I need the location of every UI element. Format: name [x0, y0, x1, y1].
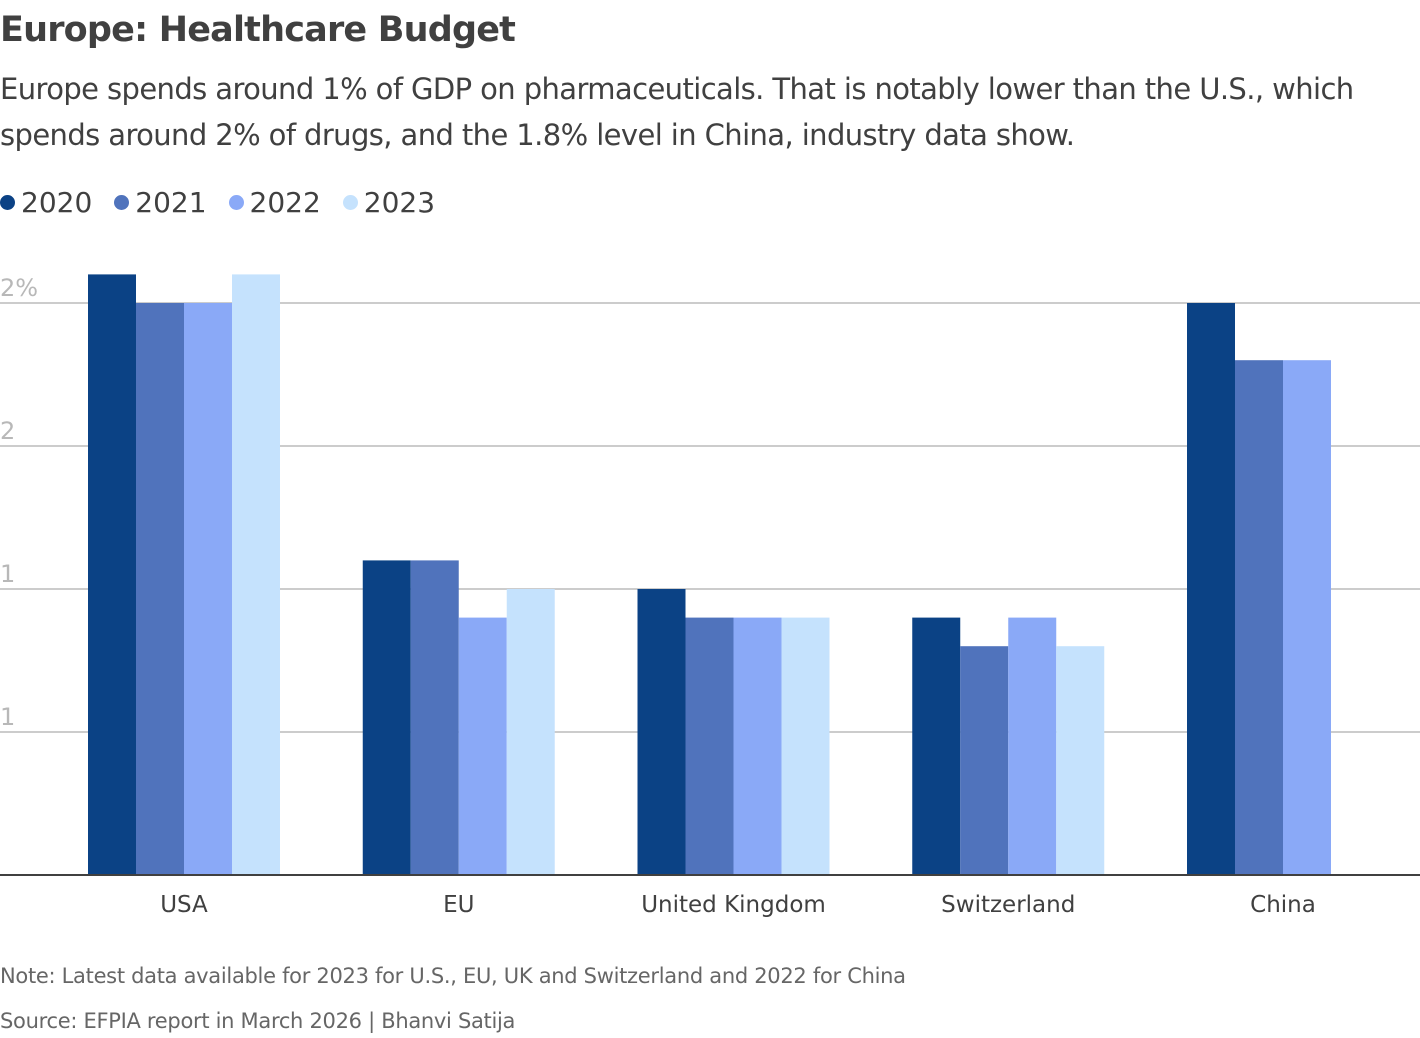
x-tick-label: China [1250, 892, 1316, 918]
x-tick-label: Switzerland [941, 892, 1075, 918]
footnote: Note: Latest data available for 2023 for… [0, 964, 906, 988]
bar-usa-2022 [184, 303, 232, 875]
source-credit: Source: EFPIA report in March 2026 | Bha… [0, 1009, 516, 1033]
y-tick-label: 1 [0, 560, 15, 588]
x-tick-label: United Kingdom [641, 892, 826, 918]
bar-switzerland-2023 [1056, 646, 1105, 875]
y-tick-label: 2 [0, 417, 15, 445]
legend-label: 2022 [249, 186, 321, 219]
x-tick-label: EU [443, 892, 474, 918]
bar-china-2020 [1187, 303, 1235, 875]
legend-item-2021: 2021 [114, 186, 207, 219]
bars [88, 274, 1331, 875]
bar-china-2022 [1283, 360, 1331, 875]
legend-item-2022: 2022 [228, 186, 321, 219]
legend-dot-icon [228, 195, 244, 210]
bar-switzerland-2020 [912, 617, 961, 875]
chart-subtitle: Europe spends around 1% of GDP on pharma… [0, 72, 1354, 152]
y-tick-label: 1 [0, 703, 15, 731]
chart-title: Europe: Healthcare Budget [0, 10, 516, 50]
bar-eu-2021 [410, 560, 459, 875]
x-tick-label: USA [160, 892, 208, 918]
bar-eu-2023 [506, 589, 555, 875]
bar-china-2021 [1235, 360, 1283, 875]
bar-usa-2020 [88, 274, 136, 875]
x-axis-labels: USA EU United Kingdom Switzerland China [160, 892, 1316, 918]
bar-united-kingdom-2023 [781, 617, 830, 875]
bar-chart: 1 1 2 2% USA EU United Kingdom Switzerland Chin… [0, 274, 1420, 918]
bar-united-kingdom-2022 [733, 617, 782, 875]
y-tick-label: 2% [0, 274, 38, 302]
legend-dot-icon [0, 195, 15, 210]
legend-item-2020: 2020 [0, 186, 92, 219]
legend-label: 2023 [363, 186, 436, 219]
legend-item-2023: 2023 [342, 186, 436, 219]
legend-label: 2021 [135, 186, 207, 219]
bar-switzerland-2022 [1008, 617, 1057, 875]
bar-usa-2023 [232, 274, 280, 875]
legend: 2020 2021 2022 2023 [0, 186, 435, 219]
bar-united-kingdom-2020 [637, 589, 686, 875]
bar-switzerland-2021 [960, 646, 1009, 875]
bar-united-kingdom-2021 [685, 617, 734, 875]
legend-dot-icon [114, 195, 130, 210]
bar-eu-2022 [458, 617, 507, 875]
legend-dot-icon [342, 195, 358, 210]
bar-usa-2021 [136, 303, 184, 875]
bar-eu-2020 [362, 560, 411, 875]
legend-label: 2020 [21, 186, 93, 219]
